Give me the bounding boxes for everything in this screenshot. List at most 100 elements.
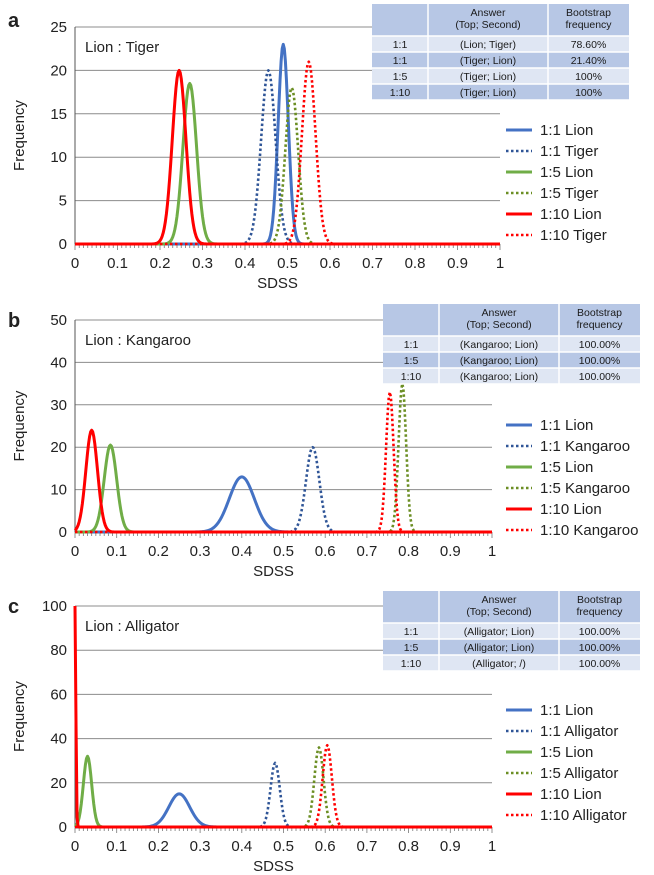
legend-entry: 1:5 Lion	[540, 459, 593, 476]
table-cell: 100.00%	[579, 658, 620, 670]
table-cell: (Alligator; Lion)	[464, 642, 535, 654]
legend-entry: 1:1 Kangaroo	[540, 438, 630, 455]
table-cell: 100.00%	[579, 642, 620, 654]
y-axis-title: Frequency	[11, 681, 28, 752]
table-cell: 78.60%	[571, 39, 607, 51]
legend-entry: 1:5 Kangaroo	[540, 480, 630, 497]
x-tick-label: 0.1	[106, 543, 127, 560]
table-header-cell: Bootstrap	[566, 7, 611, 19]
x-tick-label: 0.4	[231, 543, 252, 560]
legend-entry: 1:10 Alligator	[540, 807, 627, 824]
table-row-bg	[383, 639, 640, 655]
table-cell: 1:1	[393, 55, 408, 67]
y-tick-label: 30	[50, 397, 67, 414]
y-tick-label: 0	[59, 819, 67, 836]
y-tick-label: 15	[50, 106, 67, 123]
table-cell: 100.00%	[579, 339, 620, 351]
table-row-bg	[383, 655, 640, 671]
legend: 1:1 Lion 1:1 Kangaroo 1:5 Lion 1:5 Kangaroo…	[506, 417, 638, 539]
panel-letter: a	[8, 10, 20, 32]
legend-entry: 1:10 Lion	[540, 501, 602, 518]
x-tick-label: 0.6	[320, 255, 341, 272]
table-row-bg	[383, 368, 640, 384]
y-tick-label: 40	[50, 354, 67, 371]
x-tick-label: 0.4	[235, 255, 256, 272]
table-cell: 1:1	[404, 339, 419, 351]
panel-letter: c	[8, 596, 19, 618]
chart-panel-a: a 0 5 10 15 20 25 0 0.1 0.2 0.3 0.4 0.5 0.6 0.7 0.8 0.9 1…	[8, 4, 629, 292]
table-cell: 100.00%	[579, 626, 620, 638]
legend-entry: 1:5 Lion	[540, 744, 593, 761]
legend-entry: 1:10 Tiger	[540, 227, 607, 244]
legend-entry: 1:10 Lion	[540, 206, 602, 223]
table-row-bg	[383, 623, 640, 639]
series-line-1-10-alligator	[74, 743, 493, 829]
x-tick-label: 0.2	[148, 543, 169, 560]
table-cell: 100.00%	[579, 371, 620, 383]
table-cell: (Lion; Tiger)	[460, 39, 516, 51]
y-axis-title: Frequency	[11, 100, 28, 171]
table-header-bg	[372, 4, 629, 36]
table-cell: (Kangaroo; Lion)	[460, 355, 538, 367]
table-cell: 100%	[575, 87, 602, 99]
x-tick-label: 0.3	[190, 543, 211, 560]
table-header-bg	[383, 304, 640, 336]
table-cell: 1:1	[393, 39, 408, 51]
chart-panel-c: c 0 20 40 60 80 100 0 0.1 0.2 0.3 0.4 0.5 0.6 0.7 0.8 0.…	[8, 591, 640, 875]
table-header-cell: Answer	[481, 594, 517, 606]
table-header-cell: frequency	[576, 319, 623, 331]
series-line-1-10-kangaroo	[74, 390, 493, 534]
legend-entry: 1:1 Tiger	[540, 143, 598, 160]
table-cell: (Kangaroo; Lion)	[460, 339, 538, 351]
x-tick-label: 0.9	[440, 838, 461, 855]
comparison-label: Lion : Alligator	[85, 618, 179, 635]
x-tick-label: 0.5	[273, 838, 294, 855]
y-tick-label: 10	[50, 149, 67, 166]
legend-entry: 1:10 Lion	[540, 786, 602, 803]
x-tick-label: 0.3	[192, 255, 213, 272]
y-tick-label: 20	[50, 62, 67, 79]
table-row-bg	[383, 352, 640, 368]
legend-entry: 1:5 Alligator	[540, 765, 618, 782]
series-line-1-5-lion	[74, 443, 493, 534]
x-tick-label: 0.2	[150, 255, 171, 272]
table-cell: (Tiger; Lion)	[460, 55, 516, 67]
x-tick-label: 0.7	[356, 838, 377, 855]
table-header-cell: (Top; Second)	[466, 606, 531, 618]
x-tick-label: 0.8	[398, 543, 419, 560]
x-tick-label: 0.7	[356, 543, 377, 560]
legend: 1:1 Lion 1:1 Alligator 1:5 Lion 1:5 Alligat…	[506, 702, 627, 824]
series-line-1-10-tiger	[74, 60, 501, 246]
x-axis-title: SDSS	[253, 563, 294, 580]
y-tick-label: 40	[50, 731, 67, 748]
panel-letter: b	[8, 310, 20, 332]
y-tick-label: 80	[50, 642, 67, 659]
legend: 1:1 Lion 1:1 Tiger 1:5 Lion 1:5 Tiger 1:10 L…	[506, 122, 607, 244]
y-tick-label: 50	[50, 312, 67, 329]
x-tick-label: 0.8	[405, 255, 426, 272]
legend-entry: 1:10 Kangaroo	[540, 522, 638, 539]
x-tick-label: 0	[71, 838, 79, 855]
x-axis-title: SDSS	[257, 275, 298, 292]
table-cell: 100.00%	[579, 355, 620, 367]
x-tick-label: 0.2	[148, 838, 169, 855]
table-header-cell: frequency	[565, 19, 612, 31]
table-cell: 1:10	[401, 371, 422, 383]
x-tick-label: 0.3	[190, 838, 211, 855]
x-tick-label: 0.8	[398, 838, 419, 855]
series-line-1-1-lion	[74, 475, 493, 534]
table-row-bg	[372, 36, 629, 52]
y-tick-label: 0	[59, 524, 67, 541]
y-tick-label: 25	[50, 19, 67, 36]
x-tick-label: 1	[488, 543, 496, 560]
table-cell: 1:5	[404, 642, 419, 654]
legend-entry: 1:1 Lion	[540, 122, 593, 139]
legend-entry: 1:5 Tiger	[540, 185, 598, 202]
x-tick-label: 0.6	[315, 838, 336, 855]
x-tick-label: 1	[496, 255, 504, 272]
x-tick-label: 0.9	[447, 255, 468, 272]
series-line-1-1-alligator	[74, 761, 493, 829]
table-cell: (Alligator; /)	[472, 658, 526, 670]
